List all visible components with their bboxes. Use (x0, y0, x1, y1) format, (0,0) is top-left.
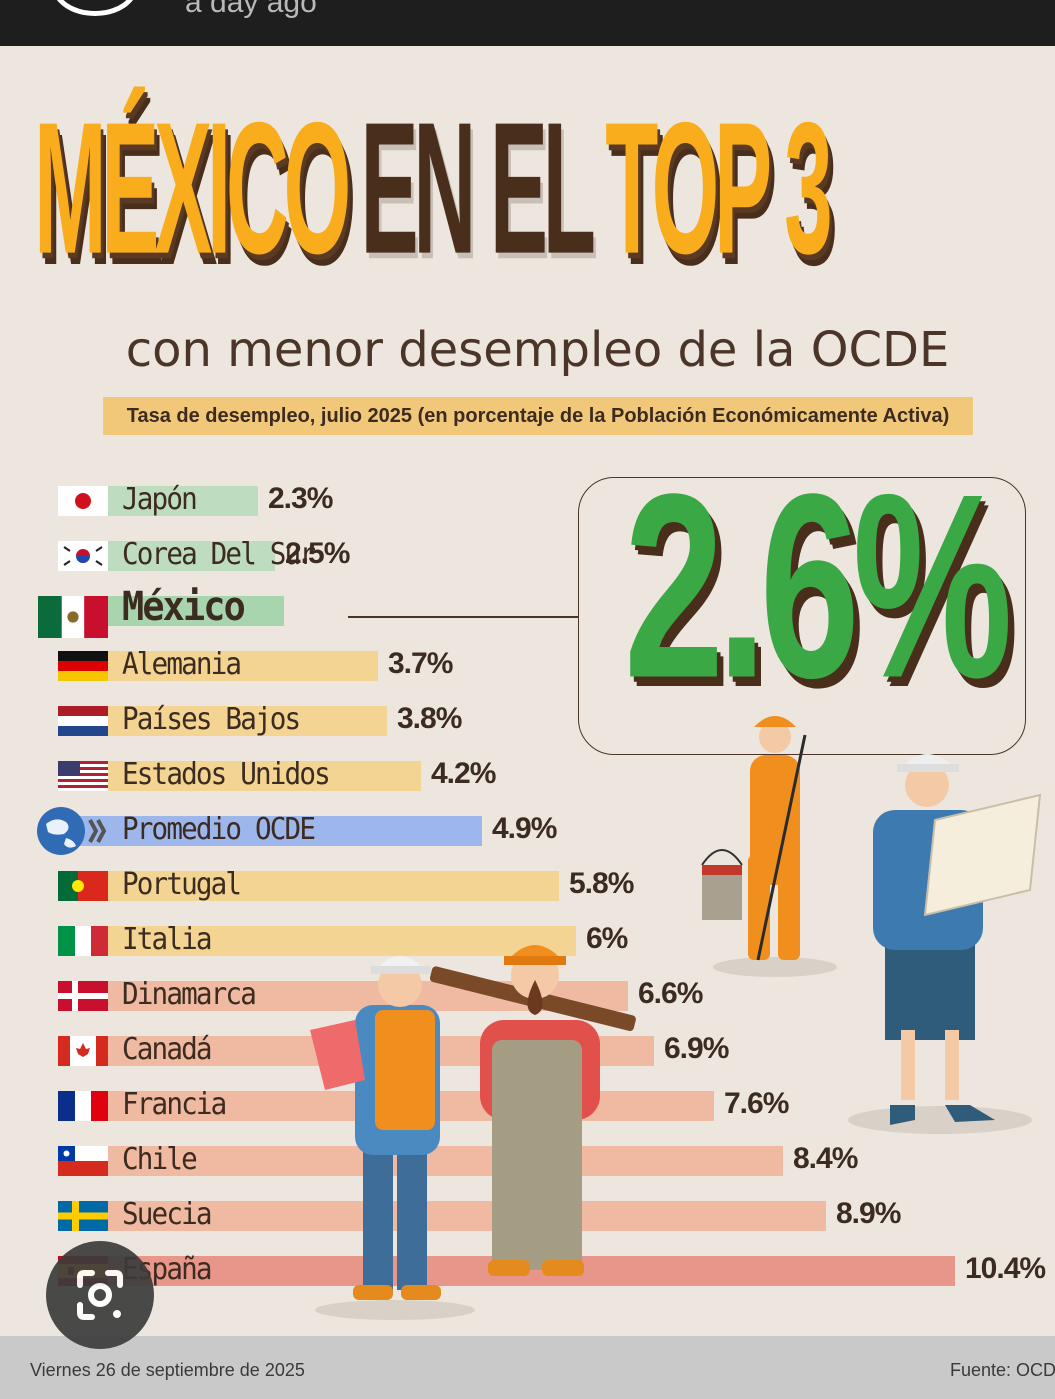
architect-woman-illustration (848, 754, 1042, 1134)
value-label-japon: 2.3% (268, 482, 333, 515)
south-korea-flag-icon (58, 541, 108, 571)
category-label-chile: Chile (122, 1142, 198, 1177)
value-label-espana: 10.4% (965, 1252, 1046, 1285)
value-label-promedio-ocde: 4.9% (492, 812, 557, 845)
category-label-suecia: Suecia (122, 1197, 213, 1232)
denmark-flag-icon (58, 981, 108, 1011)
bar-row-suecia: Suecia 8.9% (0, 1197, 1055, 1233)
category-label-portugal: Portugal (122, 867, 242, 902)
value-label-francia: 7.6% (724, 1087, 789, 1120)
mexico-callout-value: 2.6% (624, 439, 1013, 733)
value-label-paises-bajos: 3.8% (397, 702, 462, 735)
value-label-portugal: 5.8% (569, 867, 634, 900)
france-flag-icon (58, 1091, 108, 1121)
value-label-corea-del-sur: 2.5% (285, 537, 350, 570)
category-label-dinamarca: Dinamarca (122, 977, 257, 1012)
oecd-globe-icon (37, 807, 108, 855)
bar-row-italia: Italia 6% (0, 922, 1055, 958)
portugal-flag-icon (58, 871, 108, 901)
value-label-chile: 8.4% (793, 1142, 858, 1175)
bar-row-corea-del-sur: Corea Del Sur 2.5% (0, 537, 1055, 573)
italy-flag-icon (58, 926, 108, 956)
google-lens-button[interactable] (46, 1241, 154, 1349)
value-label-suecia: 8.9% (836, 1197, 901, 1230)
bar-italia (60, 926, 576, 956)
footer-source: Fuente: OCDE (950, 1360, 1055, 1380)
category-label-promedio-ocde: Promedio OCDE (122, 812, 316, 847)
painter-worker-illustration (701, 716, 837, 977)
chart-caption: Tasa de desempleo, julio 2025 (en porcen… (103, 397, 973, 435)
bar-row-mexico: México (0, 584, 1055, 638)
engineer-worker-illustration (310, 956, 475, 1320)
usa-flag-icon (58, 761, 108, 791)
japan-flag-icon (58, 486, 108, 516)
value-label-canada: 6.9% (664, 1032, 729, 1065)
top-status-bar: a day ago (0, 0, 1055, 46)
category-label-japon: Japón (122, 482, 198, 517)
footer-bar (0, 1336, 1055, 1399)
canada-flag-icon (58, 1036, 108, 1066)
headline: MÉXICO EN EL TOP 3 (34, 83, 833, 293)
bar-alemania (60, 651, 378, 681)
value-label-italia: 6% (586, 922, 628, 955)
footer-date: Viernes 26 de septiembre de 2025 (30, 1360, 305, 1380)
category-label-paises-bajos: Países Bajos (122, 702, 301, 737)
sweden-flag-icon (58, 1201, 108, 1231)
headline-word-mexico: MÉXICO (34, 83, 351, 293)
headline-word-top3: TOP 3 (605, 83, 832, 293)
bar-row-portugal: Portugal 5.8% (0, 867, 1055, 903)
lens-icon (77, 1270, 123, 1320)
chile-flag-icon (58, 1146, 108, 1176)
bar-row-japon: Japón 2.3% (0, 482, 1055, 518)
value-label-estados-unidos: 4.2% (431, 757, 496, 790)
category-label-mexico: México (122, 584, 246, 630)
netherlands-flag-icon (58, 706, 108, 736)
bar-estados-unidos (60, 761, 421, 791)
category-label-alemania: Alemania (122, 647, 242, 682)
value-label-dinamarca: 6.6% (638, 977, 703, 1010)
construction-worker-illustration (429, 945, 636, 1276)
bar-row-paises-bajos: Países Bajos 3.8% (0, 702, 1055, 738)
bar-row-alemania: Alemania 3.7% (0, 647, 1055, 683)
mexico-flag-icon (38, 596, 108, 638)
germany-flag-icon (58, 651, 108, 681)
post-time: a day ago (185, 0, 317, 19)
category-label-canada: Canadá (122, 1032, 213, 1067)
category-label-italia: Italia (122, 922, 213, 957)
headline-word-en-el: EN EL (360, 83, 596, 293)
bar-suecia (60, 1201, 826, 1231)
bar-portugal (60, 871, 559, 901)
callout-connector (348, 616, 578, 618)
bar-row-promedio-ocde: Promedio OCDE 4.9% (0, 807, 1055, 855)
bar-promedio-ocde (60, 816, 482, 846)
category-label-francia: Francia (122, 1087, 227, 1122)
value-label-alemania: 3.7% (388, 647, 453, 680)
subtitle: con menor desempleo de la OCDE (125, 322, 950, 378)
category-label-estados-unidos: Estados Unidos (122, 757, 331, 792)
bar-row-estados-unidos: Estados Unidos 4.2% (0, 757, 1055, 793)
avatar[interactable] (52, 0, 138, 16)
category-label-corea-del-sur: Corea Del Sur (122, 537, 316, 572)
bar-paises-bajos (60, 706, 387, 736)
